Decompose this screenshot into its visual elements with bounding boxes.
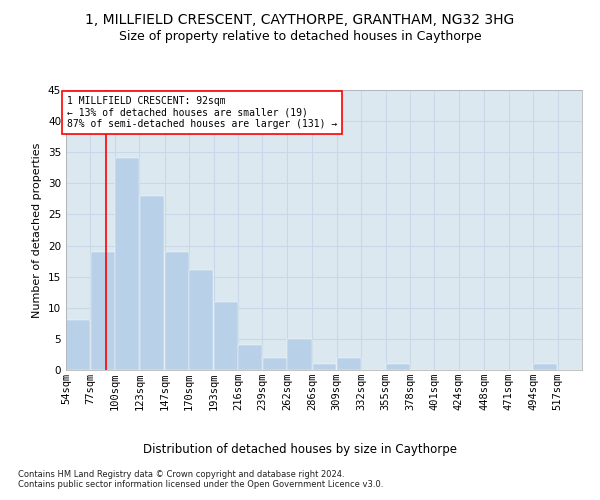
Bar (337, 358, 361, 370)
Text: Size of property relative to detached houses in Caythorpe: Size of property relative to detached ho… (119, 30, 481, 43)
Text: Contains HM Land Registry data © Crown copyright and database right 2024.
Contai: Contains HM Land Registry data © Crown c… (18, 470, 383, 490)
Bar (115, 158, 139, 370)
Text: 1, MILLFIELD CRESCENT, CAYTHORPE, GRANTHAM, NG32 3HG: 1, MILLFIELD CRESCENT, CAYTHORPE, GRANTH… (85, 12, 515, 26)
Bar (263, 358, 287, 370)
Bar (190, 270, 214, 370)
Bar (287, 339, 312, 370)
Bar (91, 252, 115, 370)
Bar (386, 364, 410, 370)
Text: Distribution of detached houses by size in Caythorpe: Distribution of detached houses by size … (143, 442, 457, 456)
Bar (214, 302, 238, 370)
Bar (533, 364, 557, 370)
Text: 1 MILLFIELD CRESCENT: 92sqm
← 13% of detached houses are smaller (19)
87% of sem: 1 MILLFIELD CRESCENT: 92sqm ← 13% of det… (67, 96, 337, 130)
Y-axis label: Number of detached properties: Number of detached properties (32, 142, 43, 318)
Bar (165, 252, 189, 370)
Bar (66, 320, 90, 370)
Bar (238, 345, 262, 370)
Bar (140, 196, 164, 370)
Bar (313, 364, 337, 370)
